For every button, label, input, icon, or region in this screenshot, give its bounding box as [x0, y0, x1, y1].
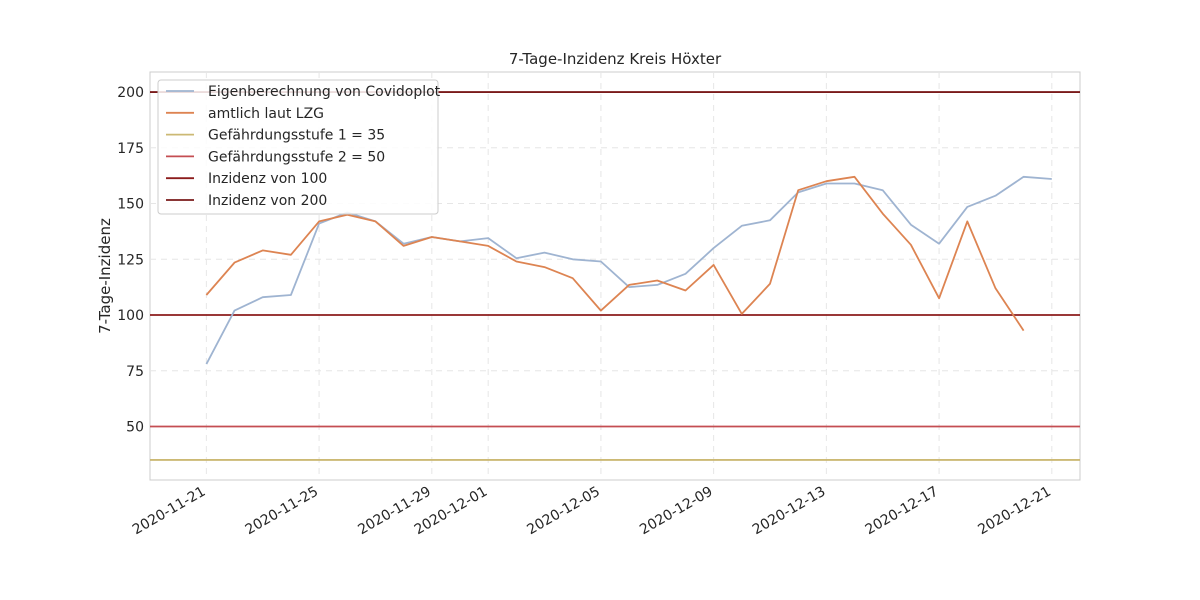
y-tick-label: 100: [117, 308, 144, 324]
x-tick-label: 2020-12-09: [637, 484, 715, 539]
legend-label: Eigenberechnung von Covidoplot: [208, 84, 441, 100]
x-tick-label: 2020-12-21: [975, 484, 1053, 539]
x-axis-ticks: 2020-11-21 2020-11-25 2020-11-292020-12-01…: [130, 484, 1054, 539]
y-axis-ticks: 50 75 100 125 150 175 200: [117, 85, 144, 435]
x-tick-label: 2020-12-05: [524, 484, 602, 539]
legend-label: Gefährdungsstufe 2 = 50: [208, 149, 385, 165]
y-tick-label: 175: [117, 141, 144, 157]
series-line: [205, 175, 1025, 332]
legend-label: amtlich laut LZG: [208, 106, 324, 122]
y-tick-label: 75: [126, 364, 144, 380]
x-tick-label: 2020-12-17: [863, 484, 941, 539]
y-tick-label: 50: [126, 419, 144, 435]
legend-label: Inzidenz von 200: [208, 193, 327, 209]
x-tick-label: 2020-11-21: [130, 484, 208, 539]
y-axis-label: 7-Tage-Inzidenz: [96, 218, 114, 334]
y-tick-label: 150: [117, 197, 144, 213]
x-tick-label: 2020-12-13: [750, 484, 828, 539]
y-tick-label: 125: [117, 252, 144, 268]
chart-title: 7-Tage-Inzidenz Kreis Höxter: [509, 50, 722, 68]
x-tick-label: 2020-11-25: [243, 484, 321, 539]
legend-box: [157, 79, 439, 215]
legend-label: Gefährdungsstufe 1 = 35: [208, 128, 385, 144]
legend: Eigenberechnung von Covidoplot amtlich la…: [157, 79, 441, 215]
y-tick-label: 200: [117, 85, 144, 101]
legend-label: Inzidenz von 100: [208, 171, 327, 187]
